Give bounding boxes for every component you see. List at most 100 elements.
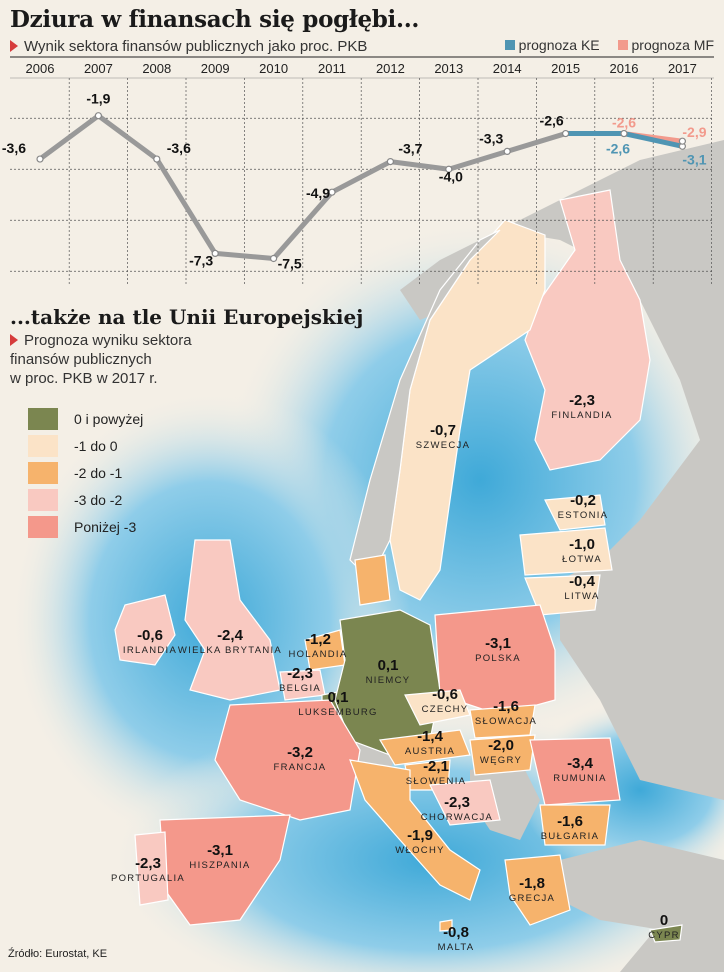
data-point (503, 147, 511, 155)
series-line-main (38, 113, 567, 261)
country-malta (439, 919, 453, 932)
x-tick-label: 2012 (376, 61, 405, 76)
country-cyprus (649, 924, 683, 943)
country-value: -3,4 (567, 755, 594, 772)
country-value: -3,2 (287, 744, 313, 761)
data-label: -3,6 (167, 140, 191, 156)
legend-swatch (28, 407, 58, 430)
chart-subtitle: Wynik sektora finansów publicznych jako … (10, 38, 367, 55)
source-note: Źródło: Eurostat, KE (8, 948, 108, 960)
country-name: ŁOTWA (562, 554, 602, 565)
x-tick-label: 2015 (551, 61, 580, 76)
country-value: -3,1 (485, 635, 511, 652)
map-legend-item: -1 do 0 (28, 432, 143, 459)
country-uk (184, 539, 281, 701)
data-label: -4,0 (439, 168, 463, 184)
x-tick-label: 2010 (259, 61, 288, 76)
map-legend-item: Poniżej -3 (28, 513, 143, 540)
map-title: ...także na tle Unii Europejskiej (10, 305, 364, 329)
country-name: LITWA (564, 591, 599, 602)
map-legend-item: 0 i powyżej (28, 405, 143, 432)
chart-grid (10, 78, 714, 284)
country-value: -0,6 (137, 627, 163, 644)
data-label: -3,7 (398, 141, 422, 157)
triangle-icon (10, 40, 18, 52)
country-name: HISZPANIA (189, 860, 250, 871)
country-name: SZWECJA (416, 440, 471, 451)
country-value: -0,8 (443, 924, 469, 941)
country-value: -1,2 (305, 631, 331, 648)
data-point (211, 249, 219, 257)
legend-label-ke: prognoza KE (518, 37, 600, 53)
country-greece (504, 854, 571, 926)
country-name: MALTA (438, 942, 475, 953)
country-denmark (354, 554, 391, 606)
country-name: AUSTRIA (405, 746, 455, 757)
data-label-ke: -2,6 (606, 141, 630, 157)
eu-countries (114, 189, 683, 943)
legend-label-mf: prognoza MF (631, 37, 714, 53)
country-czechia (404, 689, 471, 726)
country-hungary (469, 734, 536, 776)
triangle-icon (10, 334, 18, 346)
country-value: -1,6 (557, 813, 583, 830)
data-point (270, 254, 278, 263)
country-latvia (519, 527, 613, 576)
data-label-mf: -2,6 (612, 115, 636, 131)
country-name: POLSKA (475, 653, 521, 664)
chart-title: Dziura w finansach się pogłębi... (10, 6, 420, 33)
country-value: -1,9 (407, 827, 433, 844)
legend-swatch (28, 461, 58, 484)
map-labels: -2,3FINLANDIA-0,7SZWECJA-0,2ESTONIA-1,0Ł… (111, 392, 679, 953)
country-value: -0,7 (430, 422, 456, 439)
x-tick-label: 2009 (201, 61, 230, 76)
country-italy (349, 759, 481, 901)
map-legend: 0 i powyżej -1 do 0 -2 do -1 -3 do -2 Po… (28, 405, 143, 540)
data-point (445, 165, 453, 173)
chart-legend: prognoza KE prognoza MF (491, 37, 714, 53)
country-value: -2,1 (423, 758, 449, 775)
data-point (36, 155, 44, 163)
country-value: -3,1 (207, 842, 233, 859)
data-label: -3,6 (2, 140, 26, 156)
country-estonia (544, 494, 606, 531)
country-name: ESTONIA (558, 510, 609, 521)
country-name: HOLANDIA (289, 649, 348, 660)
country-value: 0 (660, 912, 668, 929)
country-france (214, 699, 361, 821)
country-name: BUŁGARIA (541, 831, 599, 842)
data-label: -1,9 (86, 91, 110, 107)
x-tick-label: 2016 (610, 61, 639, 76)
country-ireland (114, 594, 176, 666)
legend-swatch (28, 434, 58, 457)
data-label: -7,5 (278, 256, 302, 272)
data-point-mf (620, 129, 628, 138)
country-value: -2,3 (444, 794, 470, 811)
x-tick-label: 2011 (318, 61, 346, 76)
country-name: CHORWACJA (421, 812, 493, 823)
country-name: BELGIA (279, 683, 321, 694)
country-value: -1,8 (519, 875, 545, 892)
data-point (561, 129, 570, 138)
country-name: IRLANDIA (123, 645, 177, 656)
